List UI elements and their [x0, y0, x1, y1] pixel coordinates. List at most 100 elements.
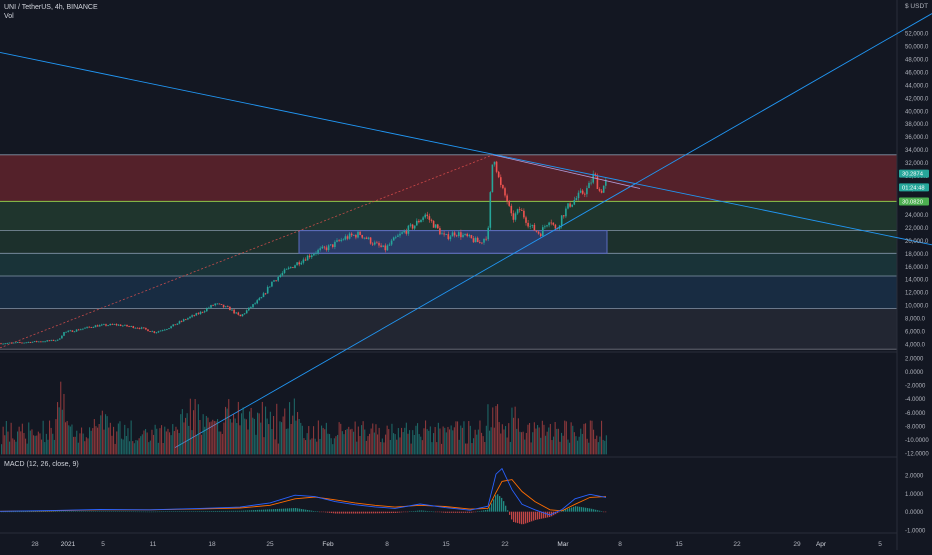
volume-bar: [361, 425, 362, 454]
macd-histogram-bar: [233, 511, 234, 512]
macd-histogram-bar: [63, 511, 64, 512]
symbol-line[interactable]: UNI / TetherUS, 4h, BINANCE: [4, 3, 98, 12]
candle-body: [588, 183, 590, 188]
candle-body: [240, 315, 242, 316]
macd-histogram-bar: [443, 512, 444, 513]
time-tick-label: 8: [618, 541, 622, 548]
volume-bar: [119, 421, 120, 454]
volume-bar: [550, 424, 551, 454]
macd-histogram-bar: [155, 512, 156, 513]
candle-body: [351, 234, 353, 236]
candle-body: [492, 164, 494, 192]
volume-bar: [252, 418, 253, 455]
candle-body: [431, 220, 433, 221]
macd-histogram-bar: [305, 510, 306, 512]
time-tick-label: 15: [442, 541, 450, 548]
volume-bar: [268, 424, 269, 454]
candle-body: [601, 191, 603, 193]
candle-body: [412, 225, 414, 229]
candle-body: [2, 344, 4, 345]
macd-histogram-bar: [383, 512, 384, 514]
candle-body: [567, 203, 569, 208]
macd-histogram-bar: [157, 512, 158, 513]
volume-bar: [142, 434, 143, 454]
volume-bar: [265, 407, 266, 455]
volume-bar: [188, 426, 189, 454]
macd-histogram-bar: [165, 512, 166, 513]
volume-bar: [238, 402, 239, 454]
macd-histogram-bar: [217, 511, 218, 512]
volume-bar: [491, 427, 492, 454]
volume-bar: [297, 412, 298, 454]
volume-bar: [489, 431, 490, 455]
macd-histogram-bar: [347, 512, 348, 514]
candle-body: [378, 243, 380, 246]
volume-bar: [407, 434, 408, 455]
candle-body: [164, 330, 166, 331]
volume-bar: [185, 418, 186, 454]
candle-body: [238, 313, 240, 315]
volume-bar: [529, 423, 530, 454]
price-tick-label: 44,000.0: [905, 83, 929, 89]
volume-tick-label: -8.0000: [905, 424, 926, 430]
macd-histogram-bar: [513, 512, 514, 522]
volume-bar: [115, 444, 116, 454]
volume-bar: [340, 424, 341, 455]
macd-histogram-bar: [153, 512, 154, 513]
macd-histogram-bar: [433, 512, 434, 513]
volume-bar: [308, 426, 309, 454]
macd-histogram-bar: [23, 512, 24, 513]
candle-body: [338, 240, 340, 241]
price-tick-label: 50,000.0: [905, 44, 929, 50]
macd-histogram-bar: [183, 511, 184, 512]
macd-histogram-bar: [49, 511, 50, 512]
volume-bar: [199, 420, 200, 454]
candle-body: [389, 245, 391, 246]
candle-body: [443, 233, 445, 234]
macd-legend[interactable]: MACD (12, 26, close, 9): [4, 461, 79, 468]
macd-histogram-bar: [195, 511, 196, 512]
macd-histogram-bar: [145, 512, 146, 513]
time-tick-label: 8: [385, 541, 389, 548]
volume-bar: [43, 421, 44, 455]
volume-bar: [542, 421, 543, 455]
volume-bar: [203, 414, 204, 454]
volume-bar: [583, 424, 584, 454]
volume-bar: [4, 435, 5, 454]
volume-bar: [385, 435, 386, 455]
macd-histogram-bar: [277, 509, 278, 512]
macd-histogram-bar: [225, 511, 226, 512]
volume-bar: [147, 432, 148, 454]
macd-histogram-bar: [73, 511, 74, 512]
macd-histogram-bar: [177, 511, 178, 512]
macd-pane: [0, 469, 606, 525]
candle-body: [76, 330, 78, 332]
price-unit-label[interactable]: $ USDT: [905, 3, 928, 10]
symbol-legend[interactable]: UNI / TetherUS, 4h, BINANCE Vol: [4, 3, 98, 21]
macd-histogram-bar: [295, 508, 296, 512]
candle-body: [397, 236, 399, 237]
volume-bar: [171, 435, 172, 454]
volume-bar: [132, 441, 133, 454]
candle-body: [586, 188, 588, 194]
macd-histogram-bar: [431, 511, 432, 512]
candle-body: [548, 223, 550, 226]
volume-bar: [179, 433, 180, 454]
volume-bar: [137, 440, 138, 454]
price-tick-label: 18,000.0: [905, 252, 929, 258]
volume-bar: [404, 428, 405, 455]
volume-bar: [342, 431, 343, 454]
candle-body: [340, 240, 342, 241]
volume-bar: [422, 440, 423, 454]
macd-histogram-bar: [339, 512, 340, 514]
time-tick-label: 5: [101, 541, 105, 548]
volume-bar: [19, 427, 20, 455]
macd-histogram-bar: [83, 511, 84, 512]
volume-bar: [223, 423, 224, 455]
macd-histogram-bar: [591, 509, 592, 512]
candle-body: [160, 331, 162, 332]
candle-body: [439, 228, 441, 234]
macd-histogram-bar: [493, 499, 494, 511]
